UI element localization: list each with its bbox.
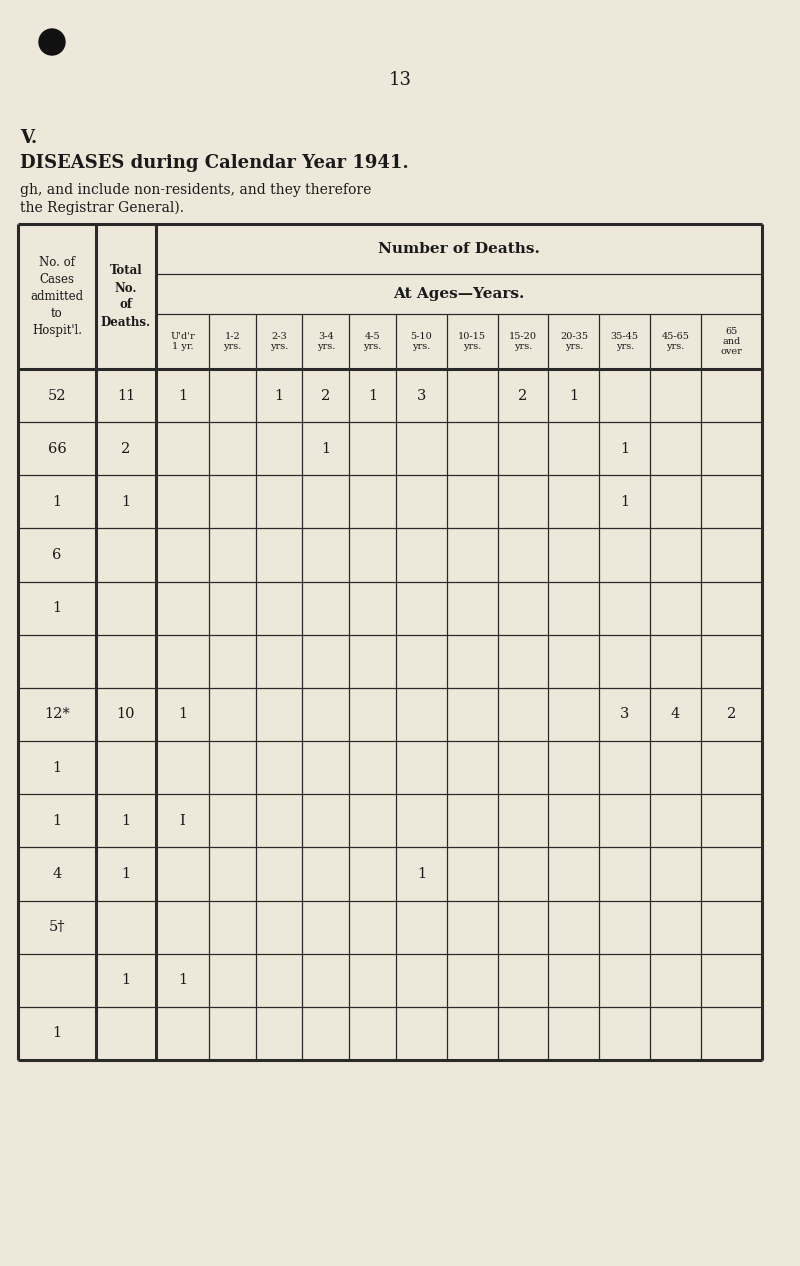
Text: 1-2
yrs.: 1-2 yrs. xyxy=(223,332,242,351)
Text: 2-3
yrs.: 2-3 yrs. xyxy=(270,332,288,351)
Text: 1: 1 xyxy=(122,974,130,987)
Text: 2: 2 xyxy=(321,389,330,403)
Text: 5-10
yrs.: 5-10 yrs. xyxy=(410,332,432,351)
Text: 2: 2 xyxy=(727,708,736,722)
Text: 3: 3 xyxy=(417,389,426,403)
Text: 3-4
yrs.: 3-4 yrs. xyxy=(317,332,335,351)
Text: I: I xyxy=(179,814,186,828)
Text: 1: 1 xyxy=(53,1027,62,1041)
Text: 12*: 12* xyxy=(44,708,70,722)
Text: No. of
Cases
admitted
to
Hospit'l.: No. of Cases admitted to Hospit'l. xyxy=(30,256,83,337)
Text: 35-45
yrs.: 35-45 yrs. xyxy=(610,332,638,351)
Text: 1: 1 xyxy=(122,495,130,509)
Text: 1: 1 xyxy=(53,814,62,828)
Text: 13: 13 xyxy=(389,71,411,89)
Text: 2: 2 xyxy=(122,442,130,456)
Text: 1: 1 xyxy=(620,442,630,456)
Text: At Ages—Years.: At Ages—Years. xyxy=(394,287,525,301)
Text: 45-65
yrs.: 45-65 yrs. xyxy=(662,332,690,351)
Text: gh, and include non-residents, and they therefore: gh, and include non-residents, and they … xyxy=(20,184,371,197)
Text: Number of Deaths.: Number of Deaths. xyxy=(378,242,540,256)
Text: 65
and
over: 65 and over xyxy=(721,327,742,357)
Text: Total
No.
of
Deaths.: Total No. of Deaths. xyxy=(101,265,151,328)
Text: 4: 4 xyxy=(671,708,680,722)
Text: 1: 1 xyxy=(620,495,630,509)
Text: 1: 1 xyxy=(178,708,187,722)
Text: 1: 1 xyxy=(178,974,187,987)
Text: 1: 1 xyxy=(322,442,330,456)
Text: 1: 1 xyxy=(570,389,578,403)
Text: 15-20
yrs.: 15-20 yrs. xyxy=(509,332,537,351)
Text: 1: 1 xyxy=(274,389,283,403)
Text: 66: 66 xyxy=(48,442,66,456)
Text: 3: 3 xyxy=(620,708,630,722)
Text: 2: 2 xyxy=(518,389,528,403)
Text: 4: 4 xyxy=(52,867,62,881)
Text: the Registrar General).: the Registrar General). xyxy=(20,201,184,215)
Text: 1: 1 xyxy=(53,495,62,509)
Text: 1: 1 xyxy=(53,761,62,775)
Text: 5†: 5† xyxy=(49,920,66,934)
Text: 10: 10 xyxy=(117,708,135,722)
Text: DISEASES during Calendar Year 1941.: DISEASES during Calendar Year 1941. xyxy=(20,154,409,172)
Text: 4-5
yrs.: 4-5 yrs. xyxy=(363,332,382,351)
Text: 1: 1 xyxy=(122,867,130,881)
Text: 20-35
yrs.: 20-35 yrs. xyxy=(560,332,588,351)
Circle shape xyxy=(39,29,65,54)
Text: 10-15
yrs.: 10-15 yrs. xyxy=(458,332,486,351)
Text: 11: 11 xyxy=(117,389,135,403)
Text: 1: 1 xyxy=(368,389,377,403)
Text: 1: 1 xyxy=(178,389,187,403)
Text: 52: 52 xyxy=(48,389,66,403)
Text: 6: 6 xyxy=(52,548,62,562)
Text: 1: 1 xyxy=(122,814,130,828)
Text: 1: 1 xyxy=(417,867,426,881)
Text: V.: V. xyxy=(20,129,38,147)
Text: 1: 1 xyxy=(53,601,62,615)
Text: U'd'r
1 yr.: U'd'r 1 yr. xyxy=(170,332,195,351)
